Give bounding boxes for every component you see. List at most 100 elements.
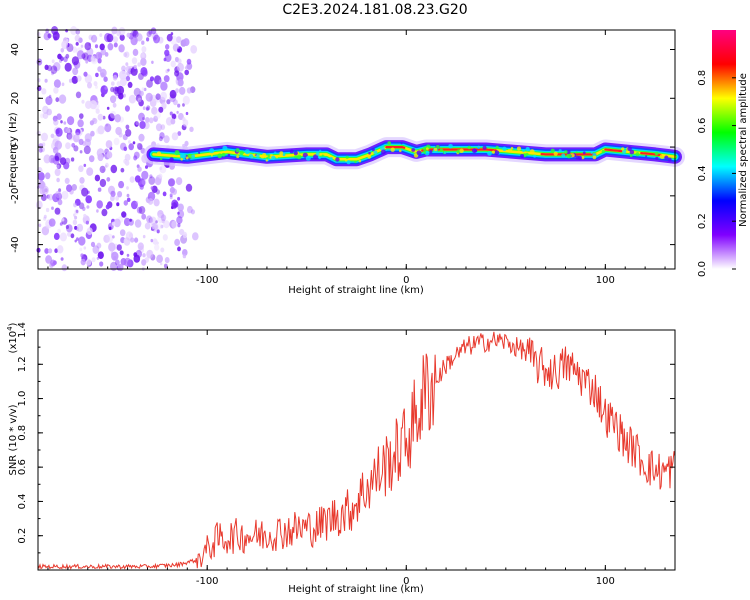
noise-blob — [73, 213, 76, 217]
x-tick-label: 0 — [403, 275, 409, 286]
noise-blob — [59, 157, 67, 166]
noise-blob — [123, 257, 132, 267]
noise-blob — [87, 82, 92, 89]
noise-blob — [141, 259, 147, 266]
noise-blob — [79, 247, 83, 252]
noise-blob — [165, 117, 173, 126]
noise-blob — [145, 92, 153, 102]
noise-blob — [73, 202, 77, 208]
noise-blob — [168, 178, 176, 187]
noise-blob — [81, 187, 89, 197]
noise-blob — [111, 251, 119, 261]
noise-blob — [92, 245, 100, 254]
noise-blob — [123, 52, 128, 58]
noise-blob — [106, 33, 114, 43]
colorbar-tick-label: 0.4 — [697, 165, 708, 181]
colorbar-tick-label: 0.8 — [697, 70, 708, 86]
ridge-speckle — [315, 151, 320, 156]
noise-blob — [163, 75, 170, 83]
snr-series-line — [37, 331, 676, 570]
ridge-speckle — [482, 145, 487, 150]
noise-blob — [117, 191, 123, 198]
y-tick-label: 40 — [10, 43, 21, 56]
noise-blob — [41, 132, 48, 142]
ridge-speckle — [318, 156, 321, 160]
ridge-speckle — [629, 154, 633, 157]
noise-blob — [71, 184, 78, 191]
noise-blob — [101, 208, 108, 217]
noise-blob — [90, 241, 96, 247]
spectrogram-ridge — [143, 137, 685, 170]
noise-blob — [177, 103, 181, 108]
noise-blob — [54, 207, 61, 215]
ridge-speckle — [529, 149, 535, 155]
noise-blob — [65, 225, 69, 229]
noise-blob — [175, 177, 183, 186]
noise-blob — [133, 64, 137, 70]
noise-blob — [60, 120, 63, 124]
noise-blob — [45, 172, 51, 180]
noise-blob — [119, 250, 124, 256]
noise-blob — [177, 62, 184, 72]
noise-blob — [131, 200, 138, 210]
noise-blob — [179, 86, 186, 95]
noise-blob — [170, 118, 176, 125]
noise-blob — [167, 68, 170, 72]
noise-blob — [91, 257, 96, 263]
noise-blob — [79, 113, 84, 119]
noise-blob — [61, 190, 69, 200]
noise-blob — [74, 132, 81, 140]
ridge-speckle — [550, 148, 555, 153]
noise-blob — [159, 132, 165, 139]
noise-blob — [124, 105, 130, 112]
noise-blob — [72, 46, 77, 53]
noise-blob — [67, 131, 75, 141]
noise-blob — [141, 87, 145, 91]
noise-blob — [116, 244, 122, 251]
noise-blob — [85, 60, 89, 64]
noise-blob — [177, 211, 180, 215]
noise-blob — [103, 76, 108, 82]
noise-blob — [125, 62, 129, 66]
ridge-speckle — [439, 148, 444, 152]
noise-blob — [184, 140, 189, 147]
y-tick-label: 1.4 — [17, 322, 28, 338]
spectrogram-axes: -100 0 100 -40 -20 0 20 40 — [10, 30, 675, 286]
noise-blob — [134, 237, 139, 243]
noise-blob — [65, 53, 70, 59]
noise-blob — [186, 62, 193, 70]
noise-blob — [163, 220, 170, 229]
noise-blob — [74, 225, 78, 230]
noise-blob — [125, 75, 131, 82]
ridge-speckle — [434, 147, 438, 152]
noise-blob — [54, 168, 61, 177]
ridge-speckle — [654, 151, 659, 156]
noise-blob — [152, 225, 155, 230]
ridge-speckle — [248, 154, 254, 159]
noise-blob — [146, 30, 152, 38]
noise-blob — [86, 205, 90, 209]
ridge-speckle — [160, 157, 163, 161]
noise-blob — [182, 95, 190, 105]
noise-blob — [142, 234, 146, 239]
ridge-speckle — [358, 159, 362, 163]
ridge-speckle — [265, 159, 268, 162]
noise-blob — [187, 205, 193, 214]
noise-blob — [76, 223, 84, 232]
noise-blob — [44, 78, 48, 83]
noise-blob — [78, 138, 84, 146]
noise-blob — [83, 246, 87, 250]
noise-blob — [45, 207, 50, 213]
noise-blob — [66, 43, 74, 52]
noise-blob — [75, 128, 81, 136]
noise-blob — [110, 190, 116, 198]
ridge-speckle — [278, 154, 282, 158]
ridge-speckle — [354, 160, 357, 164]
noise-blob — [137, 62, 141, 67]
noise-blob — [141, 179, 147, 186]
noise-blob — [125, 129, 132, 137]
noise-blob — [154, 75, 162, 85]
noise-blob — [134, 219, 142, 228]
noise-blob — [132, 48, 139, 57]
noise-blob — [110, 261, 118, 271]
